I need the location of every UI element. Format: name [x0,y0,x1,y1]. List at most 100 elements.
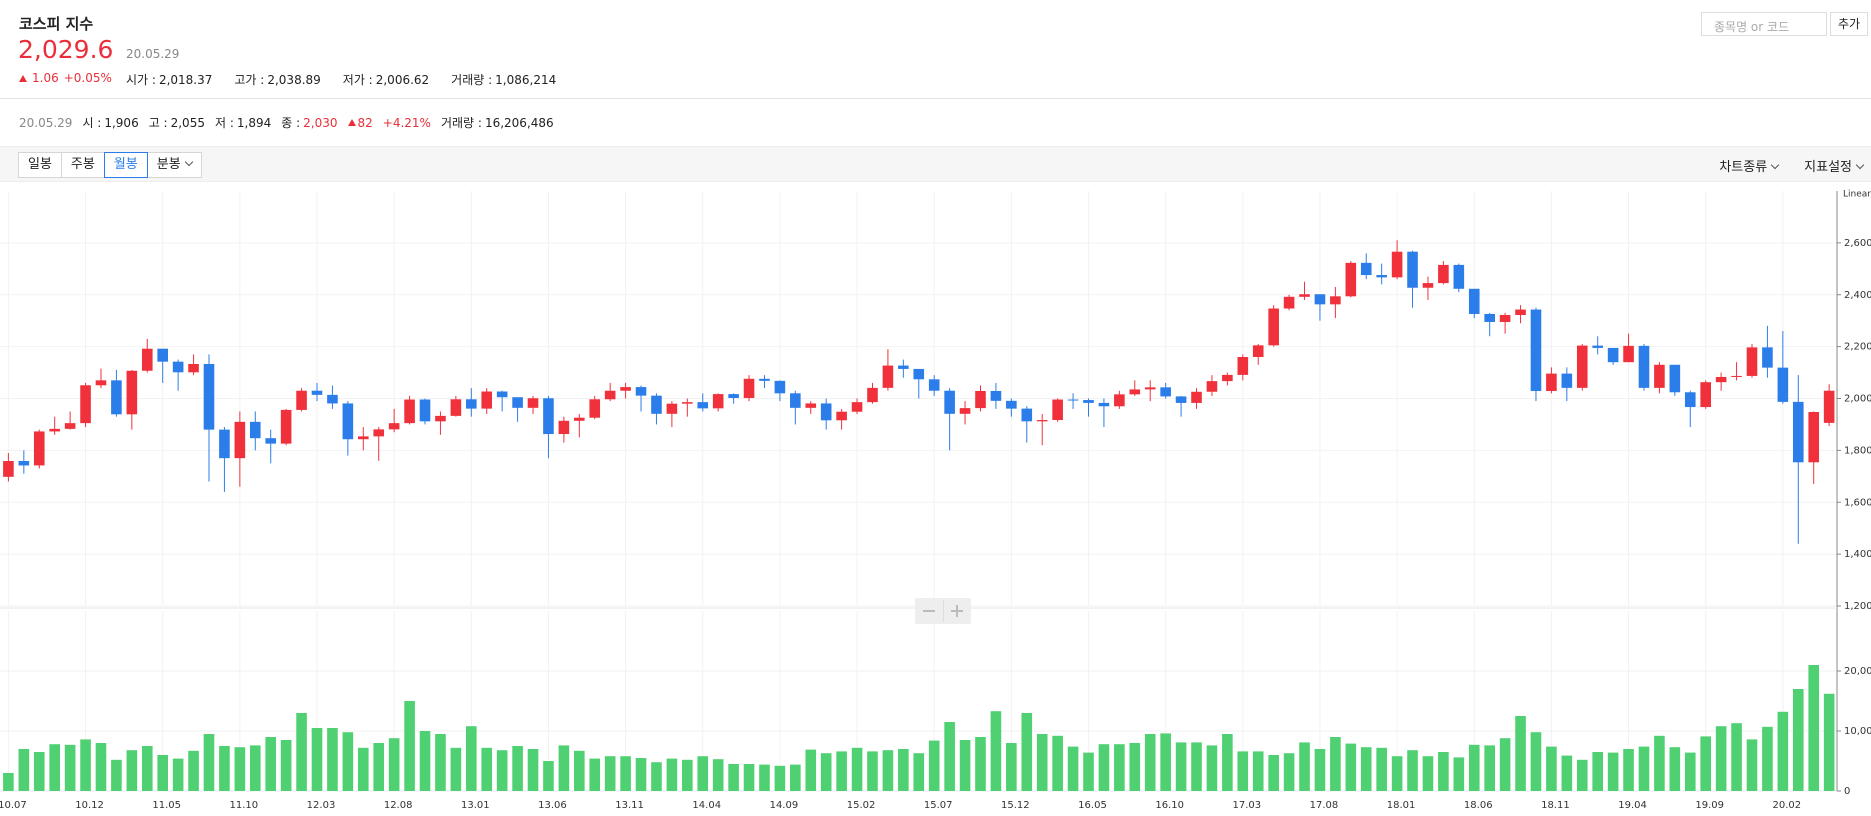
divider [0,98,1871,99]
candle-body [450,399,462,416]
candle-body [743,378,755,398]
period-button[interactable]: 주봉 [60,152,105,178]
candle-body [126,370,138,415]
search-input[interactable]: 종목명 or 코드 [1701,12,1827,36]
volume-bar [1129,743,1141,791]
candle-body [1006,400,1017,409]
candle-body [280,409,292,444]
period-button[interactable]: 일봉 [18,152,62,178]
volume-bar [589,758,601,791]
volume-bar [419,731,431,791]
volume-bar [790,764,801,791]
volume-bar [635,758,647,791]
volume-bar [33,752,45,791]
x-tick-label: 19.09 [1695,800,1724,811]
candle-body [249,421,261,439]
volume-bar [450,747,462,791]
candle-body [1345,262,1357,297]
volume-bar [327,728,338,791]
candle-body [157,348,168,362]
candle-body [574,417,585,421]
candle-body [481,391,493,409]
volume-bar [496,750,508,791]
option-dropdown[interactable]: 지표설정 [1804,156,1863,175]
candle-body [1098,402,1110,407]
volume-bar [141,746,153,791]
stat: 시가 :2,018.37 [126,71,212,88]
volume-bar [1515,716,1526,791]
candle-body [635,387,647,396]
info-stat-label: 고 : [148,116,168,130]
volume-bar [1561,755,1573,791]
info-stat: 종 :2,030 [281,114,337,131]
candle-body [975,390,986,409]
volume-bar [1191,742,1202,791]
info-volume-value: 16,206,486 [484,116,554,130]
candle-body [604,390,616,400]
volume-bar [1237,751,1249,791]
volume-bar [1638,746,1650,791]
volume-bar [1144,734,1156,791]
volume-bar [1546,746,1557,791]
volume-bar [1499,738,1511,791]
volume-bar [990,711,1002,791]
zoom-out-icon[interactable] [923,610,935,612]
x-tick-label: 10.07 [0,800,27,811]
volume-bar [836,751,847,791]
candle-body [944,390,955,414]
candle-body [141,348,153,371]
candle-body [80,385,91,424]
volume-bar [697,756,709,791]
candle-body [265,438,277,444]
period-button[interactable]: 분봉 [146,152,202,178]
period-button[interactable]: 월봉 [103,152,148,178]
volume-tick-label: 10,000 [1844,726,1871,737]
volume-bar [1530,732,1542,791]
volume-bar [1036,734,1048,791]
volume-bar [1623,749,1634,791]
info-change-value: 82 [357,115,373,130]
candle-body [1036,420,1048,422]
candle-body [496,391,508,398]
candle-body [1638,345,1650,388]
volume-tick-label: 0 [1844,786,1850,797]
up-arrow [19,74,27,82]
candle-body [898,365,909,369]
candle-body [1407,251,1418,288]
stat-label: 저가 : [342,73,373,87]
stat: 고가 :2,038.89 [234,71,320,88]
volume-bar [1777,711,1789,791]
candle-body [1546,373,1557,391]
volume-bar [1422,756,1434,791]
x-tick-label: 17.08 [1310,800,1339,811]
candle-body [851,402,863,412]
candle-body [1206,381,1218,392]
volume-bar [882,750,894,791]
volume-bar [1453,757,1465,791]
volume-bar [944,722,955,791]
info-volume-label: 거래량 : [440,116,482,130]
candle-body [1762,347,1773,368]
x-tick-label: 11.05 [152,800,181,811]
zoom-in-icon-v[interactable] [956,605,958,617]
volume-bar [1021,713,1033,791]
y-tick-label: 1,800 [1844,445,1871,456]
price-date: 20.05.29 [126,47,180,61]
zoom-control[interactable] [915,598,971,624]
volume-bar [851,747,863,791]
info-volume: 거래량 :16,206,486 [441,114,554,131]
volume-bar [203,734,215,791]
volume-bar [1376,747,1387,791]
volume-tick-label: 20,000 [1844,666,1871,677]
candle-body [219,429,230,459]
option-dropdown[interactable]: 차트종류 [1719,156,1778,175]
volume-bar [80,739,91,791]
add-button[interactable]: 추가 [1830,12,1868,36]
candle-body [357,436,369,440]
x-tick-label: 10.12 [75,800,104,811]
volume-bar [373,743,385,791]
volume-bar [1098,744,1110,791]
